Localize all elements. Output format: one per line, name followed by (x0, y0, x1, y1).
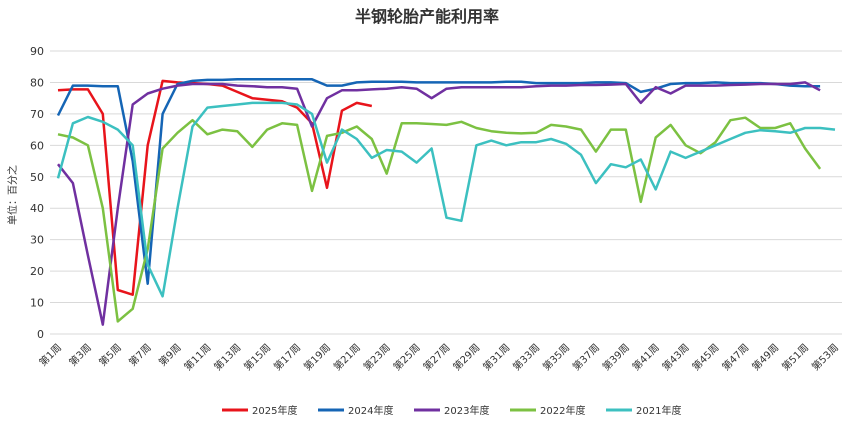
x-tick-label: 第39周 (600, 341, 632, 373)
y-tick-label: 20 (30, 265, 44, 278)
x-tick-label: 第51周 (779, 341, 811, 373)
y-tick-label: 10 (30, 297, 44, 310)
y-tick-label: 80 (30, 76, 44, 89)
x-tick-label: 第53周 (809, 341, 841, 373)
series-line (56, 101, 836, 298)
chart-title: 半钢轮胎产能利用率 (355, 7, 499, 26)
x-tick-label: 第27周 (420, 341, 452, 373)
x-tick-label: 第45周 (689, 341, 721, 373)
y-tick-label: 60 (30, 139, 44, 152)
legend-label: 2024年度 (348, 404, 393, 417)
x-tick-label: 第47周 (719, 341, 751, 373)
x-tick-label: 第5周 (96, 341, 124, 369)
legend-label: 2021年度 (636, 404, 681, 417)
x-tick-label: 第35周 (540, 341, 572, 373)
legend-label: 2022年度 (540, 404, 585, 417)
x-tick-label: 第31周 (480, 341, 512, 373)
series-line (57, 81, 821, 326)
legend-label: 2023年度 (444, 404, 489, 417)
y-tick-label: 50 (30, 171, 44, 184)
x-tick-label: 第25周 (390, 341, 422, 373)
x-tick-label: 第49周 (749, 341, 781, 373)
x-tick-label: 第11周 (181, 341, 213, 373)
y-axis-label: 单位：百分之 (6, 165, 19, 225)
x-tick-label: 第17周 (271, 341, 303, 373)
x-tick-label: 第37周 (570, 341, 602, 373)
x-tick-label: 第19周 (301, 341, 333, 373)
y-tick-label: 30 (30, 234, 44, 247)
x-tick-label: 第23周 (361, 341, 393, 373)
x-tick-label: 第41周 (629, 341, 661, 373)
x-tick-label: 第15周 (241, 341, 273, 373)
x-tick-label: 第3周 (66, 341, 94, 369)
legend-label: 2025年度 (252, 404, 297, 417)
x-tick-label: 第7周 (126, 341, 154, 369)
series-line (56, 78, 821, 285)
x-tick-label: 第9周 (156, 341, 184, 369)
y-tick-label: 0 (37, 328, 44, 341)
x-tick-label: 第33周 (510, 341, 542, 373)
x-tick-label: 第1周 (36, 341, 64, 369)
series-line (57, 116, 822, 323)
y-tick-label: 40 (30, 202, 44, 215)
x-tick-label: 第29周 (450, 341, 482, 373)
x-tick-label: 第21周 (331, 341, 363, 373)
x-tick-label: 第43周 (659, 341, 691, 373)
y-tick-label: 70 (30, 108, 44, 121)
series-line (57, 79, 373, 296)
x-tick-label: 第13周 (211, 341, 243, 373)
y-tick-label: 90 (30, 45, 44, 58)
